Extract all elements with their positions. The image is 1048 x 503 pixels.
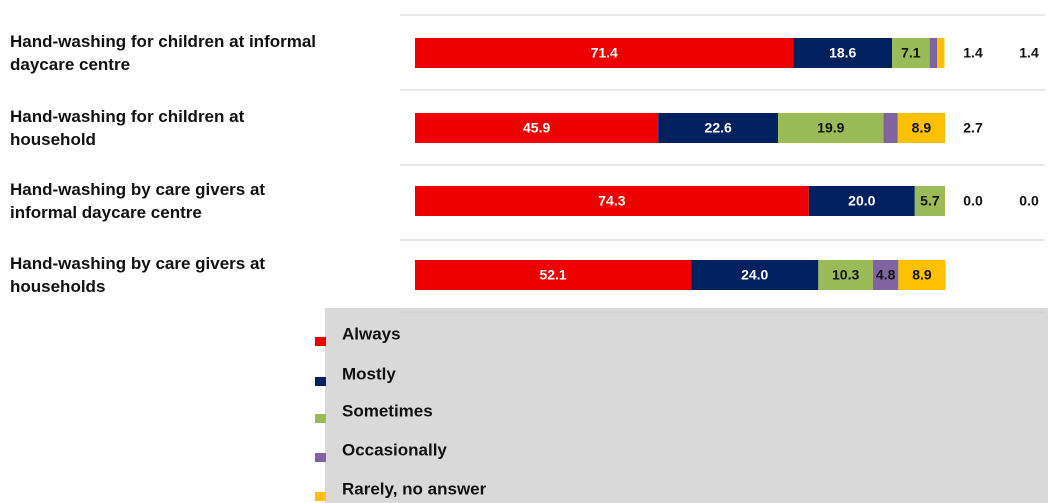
legend-box <box>325 308 1048 503</box>
data-label: 19.9 <box>817 120 844 136</box>
legend-swatch <box>315 337 326 346</box>
bar-segment <box>415 113 659 143</box>
legend-label: Always <box>342 324 401 343</box>
bar-segment <box>818 260 873 290</box>
bar-segment <box>658 113 779 143</box>
bar-segment <box>778 113 884 143</box>
bar-segment <box>897 113 945 143</box>
data-label: 52.1 <box>539 267 566 283</box>
data-label: 8.9 <box>912 120 932 136</box>
legend-label: Rarely, no answer <box>342 479 487 498</box>
bar-segment <box>793 38 892 68</box>
bar-segment <box>914 186 945 216</box>
legend-swatch <box>315 492 326 501</box>
data-label: 45.9 <box>523 120 550 136</box>
data-label: 1.4 <box>1019 45 1039 61</box>
data-label: 4.8 <box>876 267 896 283</box>
category-label: Hand-washing by care givers at household… <box>10 254 266 296</box>
category-label: Hand-washing for children at household <box>10 107 245 149</box>
legend-label: Sometimes <box>342 401 433 420</box>
category-label: Hand-washing for children at informal da… <box>10 32 317 74</box>
data-label: 22.6 <box>705 120 732 136</box>
bar-segment <box>892 38 930 68</box>
legend-swatch <box>315 414 326 423</box>
legend-label: Occasionally <box>342 440 447 459</box>
legend-swatch <box>315 453 326 462</box>
data-label: 0.0 <box>1019 193 1039 209</box>
bar-segment <box>415 260 692 290</box>
data-label: 20.0 <box>848 193 875 209</box>
data-label: 71.4 <box>591 45 618 61</box>
data-label: 74.3 <box>598 193 625 209</box>
data-label: 0.0 <box>963 193 983 209</box>
bar-segment <box>415 186 809 216</box>
bar-segment <box>691 260 819 290</box>
data-label: 5.7 <box>920 193 940 209</box>
bar-segment <box>872 260 899 290</box>
data-label: 10.3 <box>832 267 859 283</box>
data-label: 18.6 <box>829 45 856 61</box>
bar-segment <box>883 113 898 143</box>
category-label: Hand-washing by care givers at informal … <box>10 180 266 222</box>
bar-segment <box>929 38 938 68</box>
data-label: 1.4 <box>963 45 983 61</box>
data-label: 8.9 <box>912 267 932 283</box>
bar-segment <box>808 186 915 216</box>
legend-label: Mostly <box>342 364 396 383</box>
legend-swatch <box>315 377 326 386</box>
bar-segment <box>898 260 946 290</box>
bar-segment <box>937 38 945 68</box>
bar-segment <box>415 38 794 68</box>
data-label: 7.1 <box>901 45 921 61</box>
data-label: 2.7 <box>963 120 983 136</box>
data-label: 24.0 <box>741 267 768 283</box>
